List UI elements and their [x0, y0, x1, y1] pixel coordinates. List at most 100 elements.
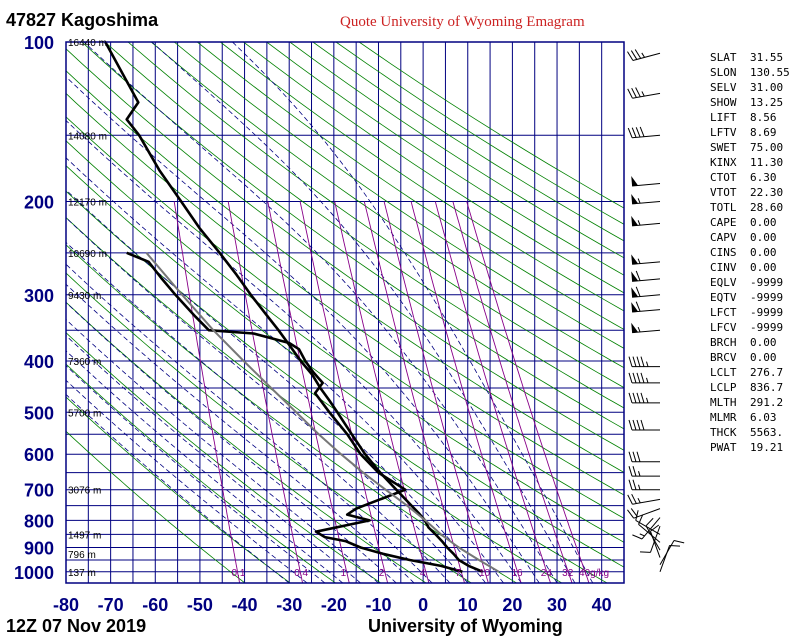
index-row: TOTL 28.60: [710, 200, 796, 215]
index-row: SWET 75.00: [710, 140, 796, 155]
index-row: KINX 11.30: [710, 155, 796, 170]
moist-adiabat: [66, 301, 397, 583]
dry-adiabat: [66, 430, 246, 583]
moist-adiabat: [66, 365, 326, 583]
wind-barb: [631, 215, 661, 227]
index-value: 0.00: [750, 231, 777, 244]
wind-barb: [631, 176, 661, 187]
index-value: 6.03: [750, 411, 777, 424]
index-key: SLAT: [710, 51, 737, 64]
wind-barb: [631, 270, 661, 282]
dry-adiabat: [66, 363, 336, 583]
dry-adiabat: [173, 42, 624, 349]
moist-adiabat: [66, 393, 290, 583]
index-row: MLMR 6.03: [710, 410, 796, 425]
dry-adiabat: [66, 165, 624, 568]
dewpoint-profile: [126, 251, 463, 574]
mixing-ratio-line: [410, 201, 522, 583]
mixing-ratio-line: [334, 201, 430, 583]
dry-adiabat: [66, 48, 624, 451]
moist-adiabat: [66, 119, 522, 583]
dry-adiabat: [66, 70, 624, 473]
wind-barb: [628, 419, 660, 431]
wind-barb: [631, 286, 661, 298]
temperature-tick-label: -30: [276, 595, 302, 615]
dry-adiabat: [127, 42, 624, 389]
moist-adiabat: [232, 42, 594, 583]
mixing-ratio-line: [383, 201, 489, 583]
index-key: EQTV: [710, 291, 737, 304]
pressure-tick-label: 500: [24, 403, 54, 423]
height-label: 137 m: [68, 568, 96, 579]
moist-adiabat: [66, 241, 451, 583]
dry-adiabat: [243, 42, 624, 294]
dry-adiabat: [150, 42, 624, 369]
mixing-ratio-line: [227, 201, 304, 583]
index-row: MLTH 291.2: [710, 395, 796, 410]
index-value: 0.00: [750, 216, 777, 229]
wind-barb: [628, 451, 660, 463]
temperature-tick-label: 20: [502, 595, 522, 615]
index-value: 19.21: [750, 441, 784, 454]
height-label: 9430 m: [68, 291, 101, 302]
wind-barb: [645, 517, 661, 551]
index-row: THCK 5563.: [710, 425, 796, 440]
index-row: SLON 130.55: [710, 65, 796, 80]
moist-adiabat: [66, 379, 308, 583]
dry-adiabat: [66, 116, 624, 519]
index-key: VTOT: [710, 186, 737, 199]
height-label: 796 m: [68, 550, 96, 561]
mixing-ratio-line: [434, 201, 551, 583]
index-row: CINV 0.00: [710, 260, 796, 275]
dry-adiabat: [220, 42, 624, 312]
mixing-ratio-line: [466, 201, 590, 583]
index-row: CAPV 0.00: [710, 230, 796, 245]
wind-barb: [627, 87, 661, 99]
dry-adiabat: [66, 140, 624, 543]
moist-adiabat: [66, 189, 486, 583]
mixing-ratio-line: [173, 201, 241, 583]
pressure-tick-label: 1000: [14, 563, 54, 583]
temperature-tick-label: -20: [321, 595, 347, 615]
index-key: MLTH: [710, 396, 737, 409]
temperature-tick-label: -50: [187, 595, 213, 615]
index-value: 5563.: [750, 426, 784, 439]
index-value: -9999: [750, 321, 784, 334]
index-row: SELV 31.00: [710, 80, 796, 95]
quote-caption: Quote University of Wyoming Emagram: [340, 14, 585, 30]
index-value: 11.30: [750, 156, 784, 169]
dry-adiabat: [66, 301, 427, 583]
temperature-tick-label: -80: [53, 595, 79, 615]
index-value: 13.25: [750, 96, 784, 109]
index-value: 836.7: [750, 381, 784, 394]
wind-barb: [628, 392, 660, 404]
index-key: LIFT: [710, 111, 737, 124]
index-value: 0.00: [750, 351, 777, 364]
pressure-tick-label: 100: [24, 33, 54, 53]
index-row: EQLV -9999: [710, 275, 796, 290]
index-key: EQLV: [710, 276, 737, 289]
mixing-ratio-line: [267, 201, 350, 583]
wind-barb: [628, 356, 660, 368]
mixing-ratio-line: [452, 201, 573, 583]
moist-adiabat: [66, 263, 433, 583]
wind-barb: [635, 510, 661, 535]
moist-adiabat: [83, 42, 558, 583]
index-key: LFCV: [710, 321, 737, 334]
dry-adiabat: [197, 42, 624, 330]
index-row: CAPE 0.00: [710, 215, 796, 230]
index-value: 31.55: [750, 51, 784, 64]
mixing-ratio-label: 40g/kg: [579, 568, 609, 579]
index-value: 31.00: [750, 81, 784, 94]
temperature-tick-label: 30: [547, 595, 567, 615]
index-row: CTOT 6.30: [710, 170, 796, 185]
index-value: 0.00: [750, 261, 777, 274]
wind-barb: [627, 126, 661, 139]
mixing-ratio-label: 1: [341, 568, 347, 579]
dry-adiabat: [66, 396, 291, 583]
height-label: 10690 m: [68, 249, 107, 260]
index-value: 0.00: [750, 336, 777, 349]
index-value: 0.00: [750, 246, 777, 259]
wind-barb: [628, 466, 660, 477]
stability-indices: SLAT 31.55 SLON 130.55 SELV 31.00 SHOW 13.25 LIF…: [710, 50, 796, 455]
